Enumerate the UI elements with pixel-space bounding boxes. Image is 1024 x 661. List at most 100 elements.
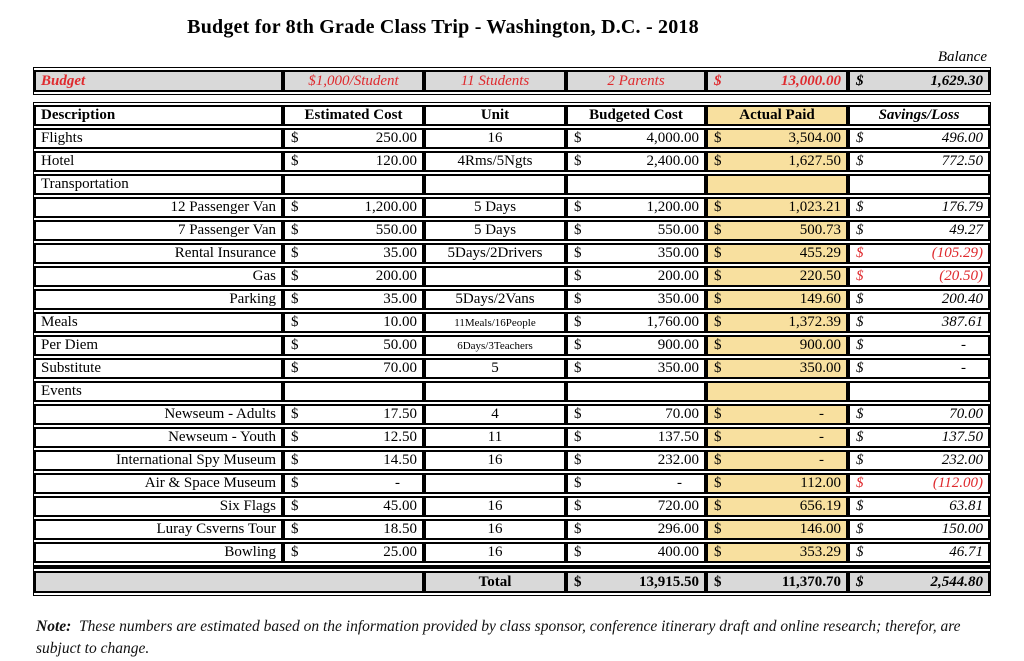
cell-description: Air & Space Museum xyxy=(34,473,283,494)
dollar-sign: $ xyxy=(714,521,722,537)
cell-savings-loss: $46.71 xyxy=(848,542,990,563)
cell-description: Substitute xyxy=(34,358,283,379)
cell-estimated-cost: $45.00 xyxy=(283,496,424,517)
dollar-sign: $ xyxy=(856,245,864,261)
dollar-sign: $ xyxy=(856,291,864,307)
dollar-sign: $ xyxy=(714,72,722,89)
budget-summary-table: Budget $1,000/Student 11 Students 2 Pare… xyxy=(33,67,991,95)
dollar-sign: $ xyxy=(291,544,299,560)
header-row: Description Estimated Cost Unit Budgeted… xyxy=(34,105,990,126)
dollar-sign: $ xyxy=(574,573,582,590)
table-row: Meals $10.00 11Meals/16People $1,760.00 … xyxy=(34,312,990,333)
dollar-sign: $ xyxy=(291,429,299,445)
table-row: Six Flags $45.00 16 $720.00 $656.19 $63.… xyxy=(34,496,990,517)
cell-description: Rental Insurance xyxy=(34,243,283,264)
dollar-sign: $ xyxy=(714,291,722,307)
dollar-sign: $ xyxy=(856,268,864,284)
cell-budgeted-cost: $137.50 xyxy=(566,427,706,448)
cell-unit xyxy=(424,174,566,195)
dollar-sign: $ xyxy=(856,314,864,330)
cell-unit: 5Days/2Vans xyxy=(424,289,566,310)
cell-estimated-cost: $550.00 xyxy=(283,220,424,241)
dollar-sign: $ xyxy=(291,268,299,284)
cell-unit: 11Meals/16People xyxy=(424,312,566,333)
cell-estimated-cost: $50.00 xyxy=(283,335,424,356)
dollar-sign: $ xyxy=(714,544,722,560)
dollar-sign: $ xyxy=(856,573,864,590)
cell-budgeted-cost: $ - xyxy=(566,473,706,494)
cell-estimated-cost: $250.00 xyxy=(283,128,424,149)
cell-unit: 5 Days xyxy=(424,220,566,241)
dollar-sign: $ xyxy=(714,222,722,238)
budget-detail-table: Description Estimated Cost Unit Budgeted… xyxy=(33,102,991,596)
cell-budgeted-cost: $550.00 xyxy=(566,220,706,241)
cell-description: International Spy Museum xyxy=(34,450,283,471)
cell-estimated-cost: $25.00 xyxy=(283,542,424,563)
balance-label: Balance xyxy=(937,49,987,65)
col-header-description: Description xyxy=(34,105,283,126)
cell-actual-paid: $ - xyxy=(706,450,848,471)
cell-unit: 11 xyxy=(424,427,566,448)
cell-description: Per Diem xyxy=(34,335,283,356)
cell-budgeted-cost: $350.00 xyxy=(566,289,706,310)
cell-actual-paid: $1,372.39 xyxy=(706,312,848,333)
dollar-sign: $ xyxy=(291,130,299,146)
cell-savings-loss xyxy=(848,174,990,195)
budget-total: $13,000.00 xyxy=(706,70,848,92)
table-row: 12 Passenger Van $1,200.00 5 Days $1,200… xyxy=(34,197,990,218)
table-row: Events xyxy=(34,381,990,402)
cell-description: Parking xyxy=(34,289,283,310)
table-row: International Spy Museum $14.50 16 $232.… xyxy=(34,450,990,471)
dollar-sign: $ xyxy=(714,475,722,491)
cell-budgeted-cost: $200.00 xyxy=(566,266,706,287)
dollar-sign: $ xyxy=(714,245,722,261)
dollar-sign: $ xyxy=(574,521,582,537)
cell-budgeted-cost: $900.00 xyxy=(566,335,706,356)
footnote: Note: These numbers are estimated based … xyxy=(36,616,987,661)
cell-estimated-cost: $17.50 xyxy=(283,404,424,425)
cell-unit: 4 xyxy=(424,404,566,425)
dollar-sign: $ xyxy=(714,429,722,445)
cell-actual-paid xyxy=(706,174,848,195)
dollar-sign: $ xyxy=(291,222,299,238)
cell-estimated-cost: $35.00 xyxy=(283,243,424,264)
cell-budgeted-cost: $2,400.00 xyxy=(566,151,706,172)
dollar-sign: $ xyxy=(574,337,582,353)
cell-savings-loss: $63.81 xyxy=(848,496,990,517)
table-row: Per Diem $50.00 6Days/3Teachers $900.00 … xyxy=(34,335,990,356)
cell-savings-loss: $150.00 xyxy=(848,519,990,540)
dollar-sign: $ xyxy=(856,130,864,146)
cell-actual-paid: $1,023.21 xyxy=(706,197,848,218)
dollar-sign: $ xyxy=(291,406,299,422)
cell-savings-loss: $137.50 xyxy=(848,427,990,448)
cell-savings-loss: $387.61 xyxy=(848,312,990,333)
dollar-sign: $ xyxy=(856,521,864,537)
dollar-sign: $ xyxy=(714,337,722,353)
col-header-budgeted-cost: Budgeted Cost xyxy=(566,105,706,126)
dollar-sign: $ xyxy=(574,153,582,169)
dollar-sign: $ xyxy=(291,337,299,353)
total-row: Total $13,915.50 $11,370.70 $2,544.80 xyxy=(34,571,990,593)
cell-unit: 16 xyxy=(424,496,566,517)
cell-actual-paid xyxy=(706,381,848,402)
table-row: Hotel $120.00 4Rms/5Ngts $2,400.00 $1,62… xyxy=(34,151,990,172)
dollar-sign: $ xyxy=(714,452,722,468)
col-header-unit: Unit xyxy=(424,105,566,126)
dollar-sign: $ xyxy=(291,360,299,376)
col-header-estimated-cost: Estimated Cost xyxy=(283,105,424,126)
dollar-sign: $ xyxy=(574,222,582,238)
cell-description: Hotel xyxy=(34,151,283,172)
dollar-sign: $ xyxy=(574,498,582,514)
col-header-actual-paid: Actual Paid xyxy=(706,105,848,126)
cell-savings-loss: $ (112.00) xyxy=(848,473,990,494)
cell-budgeted-cost: $1,200.00 xyxy=(566,197,706,218)
cell-unit: 16 xyxy=(424,450,566,471)
cell-savings-loss: $ - xyxy=(848,358,990,379)
budget-students: 11 Students xyxy=(424,70,566,92)
cell-actual-paid: $ - xyxy=(706,404,848,425)
budget-per-student: $1,000/Student xyxy=(283,70,424,92)
cell-estimated-cost: $14.50 xyxy=(283,450,424,471)
cell-estimated-cost: $35.00 xyxy=(283,289,424,310)
table-row: Rental Insurance $35.00 5Days/2Drivers $… xyxy=(34,243,990,264)
cell-description: 7 Passenger Van xyxy=(34,220,283,241)
